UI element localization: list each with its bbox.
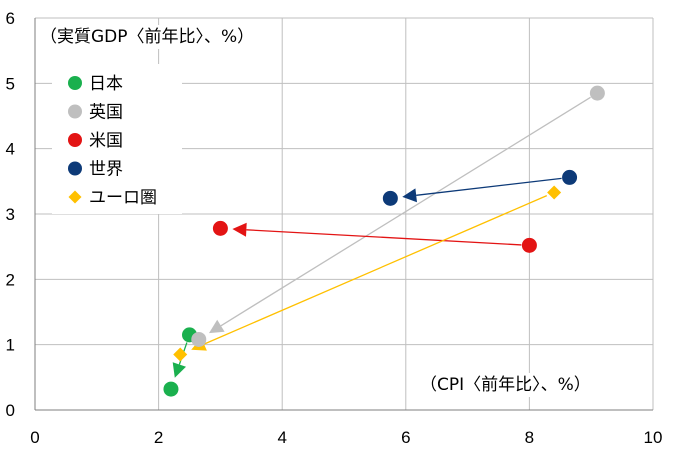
- y-axis-label: （実質GDP〈前年比〉、%）: [40, 27, 254, 47]
- y-tick-label: 1: [6, 336, 15, 355]
- y-axis-label-background: [36, 25, 259, 49]
- y-tick-label: 6: [6, 9, 15, 28]
- point-start-series-4: [547, 185, 562, 200]
- arrow-line-series-1: [220, 96, 591, 327]
- series-arrows: [172, 96, 591, 378]
- arrow-line-series-2: [246, 229, 522, 246]
- x-axis-label-background: [416, 373, 595, 397]
- point-end-series-0: [163, 381, 179, 397]
- y-tick-label: 0: [6, 401, 15, 420]
- y-tick-label: 2: [6, 270, 15, 289]
- point-end-series-4: [173, 347, 188, 362]
- arrow-line-series-4: [203, 195, 548, 345]
- legend-label-series-1: 英国: [89, 103, 123, 123]
- legend-marker-series-0: [68, 76, 82, 90]
- legend-marker-series-1: [68, 104, 82, 119]
- arrow-head-series-2: [232, 222, 247, 237]
- x-tick-label: 6: [401, 428, 410, 447]
- point-end-series-1: [191, 331, 207, 347]
- axes: [34, 18, 653, 411]
- x-tick-label: 0: [30, 428, 39, 447]
- point-start-series-1: [589, 85, 605, 101]
- y-tick-label: 3: [6, 205, 15, 224]
- x-axis-label: （CPI〈前年比〉、%）: [420, 375, 591, 395]
- legend-label-series-4: ユーロ圏: [89, 188, 157, 208]
- point-start-series-2: [521, 237, 537, 253]
- y-tick-label: 4: [6, 140, 15, 159]
- legend-label-series-0: 日本: [89, 74, 123, 94]
- x-tick-labels: 0 2 4 6 8 10: [30, 428, 662, 447]
- y-tick-labels: 0 1 2 3 4 5 6: [6, 9, 15, 420]
- x-tick-label: 2: [154, 428, 163, 447]
- arrow-line-series-3: [416, 177, 562, 196]
- arrow-head-series-0: [172, 362, 186, 378]
- legend-marker-series-2: [68, 133, 82, 147]
- legend-label-series-2: 米国: [89, 131, 123, 151]
- point-end-series-2: [212, 220, 228, 236]
- point-start-series-3: [562, 169, 578, 185]
- x-tick-label: 4: [277, 428, 286, 447]
- legend-marker-series-4: [68, 190, 82, 204]
- series-points: [163, 85, 605, 397]
- x-tick-label: 10: [644, 428, 663, 447]
- legend-marker-series-3: [68, 161, 82, 176]
- legend-label-series-3: 世界: [89, 160, 123, 180]
- y-tick-label: 5: [6, 74, 15, 93]
- x-tick-label: 8: [525, 428, 534, 447]
- arrow-head-series-3: [402, 188, 417, 203]
- arrow-head-series-1: [209, 319, 225, 334]
- point-end-series-3: [382, 190, 398, 206]
